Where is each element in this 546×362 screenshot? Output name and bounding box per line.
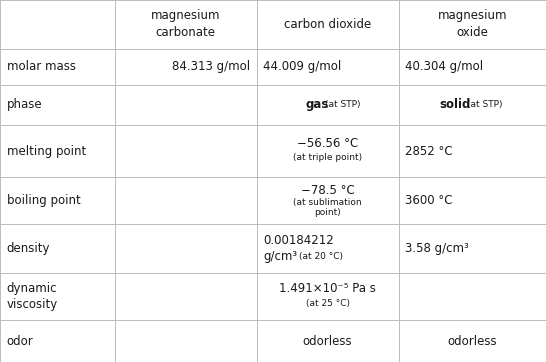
Text: (at STP): (at STP) bbox=[467, 101, 502, 109]
Text: carbon dioxide: carbon dioxide bbox=[284, 18, 371, 31]
Text: −78.5 °C: −78.5 °C bbox=[301, 184, 354, 197]
Text: −56.56 °C: −56.56 °C bbox=[297, 137, 358, 150]
Text: (at 20 °C): (at 20 °C) bbox=[299, 252, 343, 261]
Text: melting point: melting point bbox=[7, 145, 86, 157]
Text: solid: solid bbox=[440, 98, 471, 111]
Text: (at triple point): (at triple point) bbox=[293, 153, 362, 162]
Text: 40.304 g/mol: 40.304 g/mol bbox=[405, 60, 483, 73]
Text: boiling point: boiling point bbox=[7, 194, 80, 207]
Text: g/cm³: g/cm³ bbox=[263, 250, 297, 262]
Text: magnesium
oxide: magnesium oxide bbox=[437, 9, 507, 39]
Text: (at 25 °C): (at 25 °C) bbox=[306, 299, 349, 308]
Text: 1.491×10⁻⁵ Pa s: 1.491×10⁻⁵ Pa s bbox=[279, 282, 376, 295]
Text: 3.58 g/cm³: 3.58 g/cm³ bbox=[405, 243, 469, 255]
Text: phase: phase bbox=[7, 98, 42, 111]
Text: magnesium
carbonate: magnesium carbonate bbox=[151, 9, 221, 39]
Text: odorless: odorless bbox=[448, 335, 497, 348]
Text: 44.009 g/mol: 44.009 g/mol bbox=[263, 60, 341, 73]
Text: 2852 °C: 2852 °C bbox=[405, 145, 453, 157]
Text: dynamic
viscosity: dynamic viscosity bbox=[7, 282, 58, 311]
Text: (at STP): (at STP) bbox=[325, 101, 360, 109]
Text: density: density bbox=[7, 243, 50, 255]
Text: gas: gas bbox=[306, 98, 329, 111]
Text: odorless: odorless bbox=[303, 335, 352, 348]
Text: molar mass: molar mass bbox=[7, 60, 75, 73]
Text: point): point) bbox=[314, 209, 341, 217]
Text: odor: odor bbox=[7, 335, 33, 348]
Text: 84.313 g/mol: 84.313 g/mol bbox=[172, 60, 250, 73]
Text: (at sublimation: (at sublimation bbox=[293, 198, 362, 207]
Text: 0.00184212: 0.00184212 bbox=[263, 235, 334, 247]
Text: 3600 °C: 3600 °C bbox=[405, 194, 453, 207]
